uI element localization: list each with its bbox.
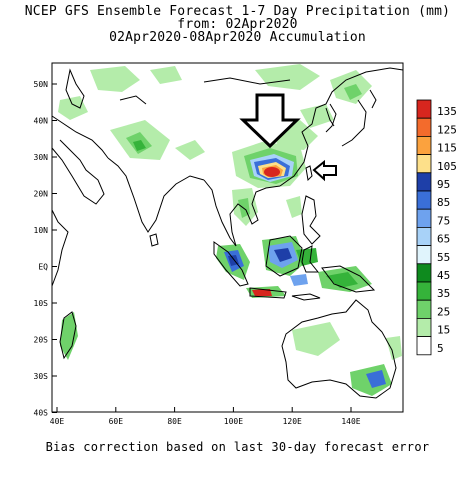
lat-tick-label: EQ <box>38 263 48 272</box>
legend-swatch <box>416 99 432 119</box>
precipitation-legend: 135 125 115 105 95 85 75 65 55 45 35 25 15 5 <box>416 99 457 356</box>
legend-swatch <box>416 317 432 337</box>
legend-swatch <box>416 172 432 192</box>
legend-label: 15 <box>437 324 450 337</box>
lat-tick-label: 40N <box>34 117 49 126</box>
forecast-start-date: from: 02Apr2020 <box>177 17 298 32</box>
lat-tick-label: 50N <box>34 80 49 89</box>
annotation-arrows <box>239 93 337 182</box>
legend-label: 85 <box>437 196 450 209</box>
legend-swatch <box>416 190 432 210</box>
legend-swatch <box>416 281 432 301</box>
legend-label: 5 <box>437 342 444 355</box>
legend-swatch <box>416 117 432 137</box>
coastlines <box>51 67 404 399</box>
lat-tick-label: 10N <box>34 226 49 235</box>
bias-correction-note: Bias correction based on last 30-day for… <box>45 440 430 454</box>
lon-tick-label: 80E <box>167 417 182 426</box>
legend-label: 75 <box>437 214 450 227</box>
lon-tick-label: 140E <box>341 417 360 426</box>
lat-tick-label: 40S <box>34 409 49 418</box>
lon-tick-label: 60E <box>109 417 124 426</box>
down-arrow-icon <box>239 93 301 149</box>
left-arrow-icon <box>312 159 337 182</box>
legend-label: 105 <box>437 160 457 173</box>
lon-tick-label: 40E <box>50 417 65 426</box>
legend-label: 135 <box>437 105 457 118</box>
legend-label: 35 <box>437 287 450 300</box>
legend-swatch <box>416 154 432 174</box>
legend-label: 115 <box>437 142 457 155</box>
legend-swatch <box>416 245 432 265</box>
legend-swatch <box>416 299 432 319</box>
lat-tick-label: 20N <box>34 190 49 199</box>
legend-label: 55 <box>437 251 450 264</box>
lat-tick-label: 30S <box>34 372 49 381</box>
legend-swatch <box>416 336 432 356</box>
legend-swatch <box>416 226 432 246</box>
lat-tick-label: 30N <box>34 153 49 162</box>
legend-label: 45 <box>437 269 450 282</box>
legend-label: 25 <box>437 305 450 318</box>
legend-swatch <box>416 263 432 283</box>
lon-tick-label: 100E <box>224 417 243 426</box>
longitude-axis: 40E 60E 80E 100E 120E 140E <box>50 407 361 426</box>
legend-swatch <box>416 135 432 155</box>
precipitation-shading <box>58 64 402 396</box>
lon-tick-label: 120E <box>283 417 302 426</box>
lat-tick-label: 20S <box>34 336 49 345</box>
legend-label: 65 <box>437 233 450 246</box>
accumulation-period: 02Apr2020-08Apr2020 Accumulation <box>109 30 366 45</box>
legend-swatch <box>416 208 432 228</box>
lat-tick-label: 10S <box>34 299 49 308</box>
latitude-axis: 50N 40N 30N 20N 10N EQ 10S 20S 30S 40S <box>34 80 57 418</box>
legend-label: 125 <box>437 123 457 136</box>
legend-label: 95 <box>437 178 450 191</box>
map-frame <box>51 62 404 413</box>
map-title: NCEP GFS Ensemble Forecast 1-7 Day Preci… <box>24 4 451 19</box>
